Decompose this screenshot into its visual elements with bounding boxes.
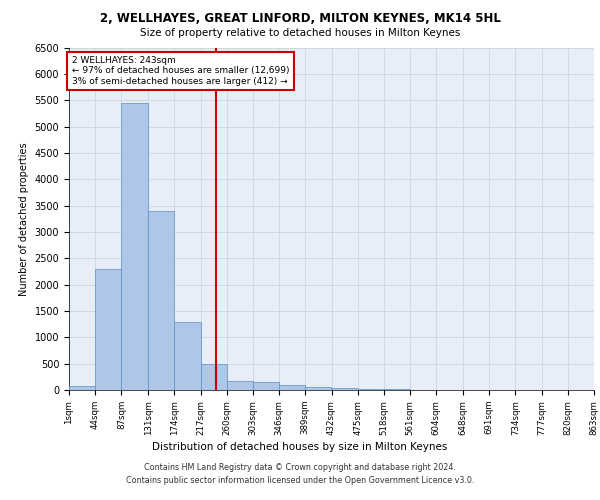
Bar	[121, 103, 148, 390]
Bar	[305, 387, 331, 390]
Bar	[175, 322, 200, 390]
Bar	[200, 364, 227, 390]
Bar	[95, 269, 121, 390]
Bar	[331, 388, 358, 390]
Bar	[69, 386, 95, 390]
Text: Contains HM Land Registry data © Crown copyright and database right 2024.: Contains HM Land Registry data © Crown c…	[144, 464, 456, 472]
Bar	[279, 386, 305, 390]
Y-axis label: Number of detached properties: Number of detached properties	[19, 142, 29, 296]
Text: Size of property relative to detached houses in Milton Keynes: Size of property relative to detached ho…	[140, 28, 460, 38]
Bar	[253, 382, 279, 390]
Bar	[148, 211, 175, 390]
Text: Contains public sector information licensed under the Open Government Licence v3: Contains public sector information licen…	[126, 476, 474, 485]
Bar	[227, 381, 253, 390]
Text: 2 WELLHAYES: 243sqm
← 97% of detached houses are smaller (12,699)
3% of semi-det: 2 WELLHAYES: 243sqm ← 97% of detached ho…	[71, 56, 289, 86]
Text: Distribution of detached houses by size in Milton Keynes: Distribution of detached houses by size …	[152, 442, 448, 452]
Bar	[358, 389, 384, 390]
Text: 2, WELLHAYES, GREAT LINFORD, MILTON KEYNES, MK14 5HL: 2, WELLHAYES, GREAT LINFORD, MILTON KEYN…	[100, 12, 500, 26]
